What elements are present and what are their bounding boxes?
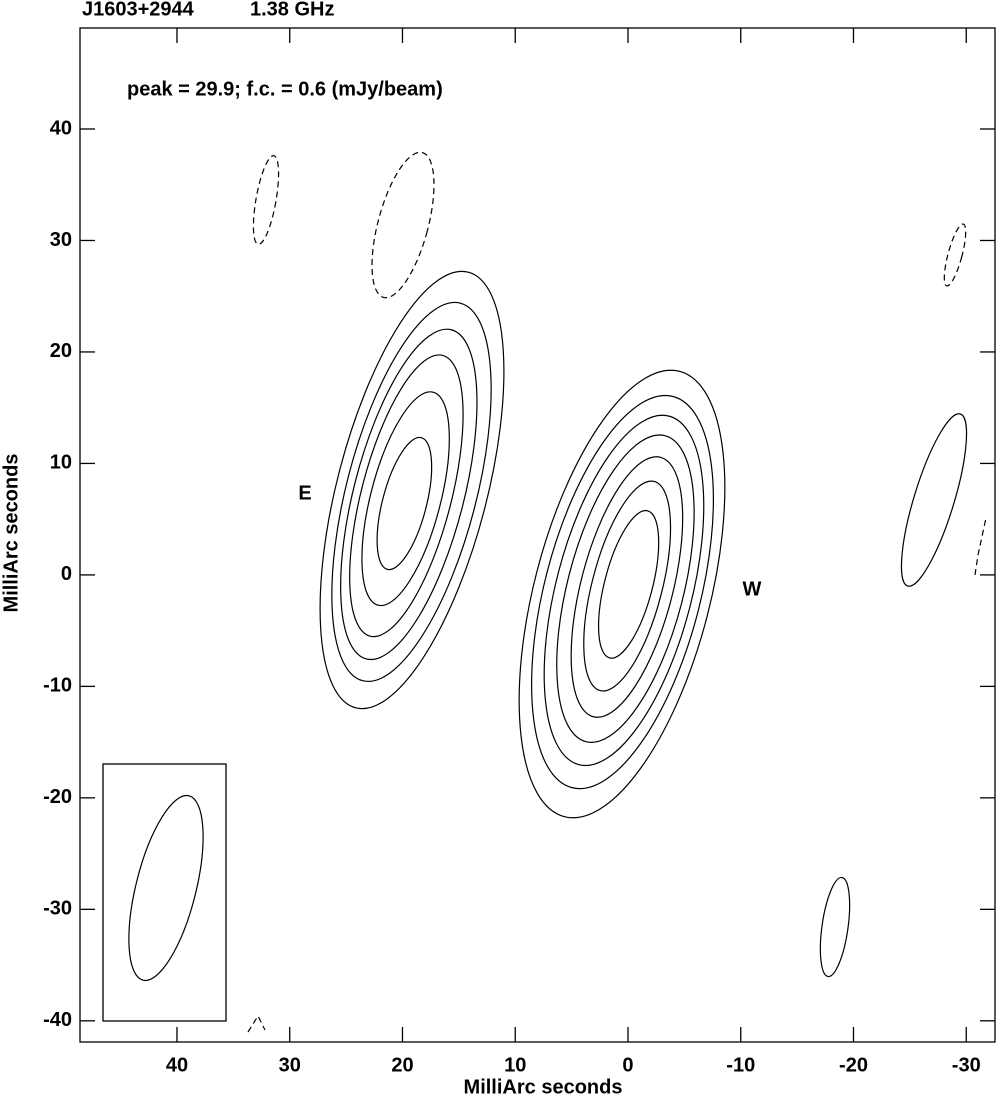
chart-title: J1603+2944 xyxy=(82,0,195,20)
contour xyxy=(518,369,726,819)
y-tick-label: -20 xyxy=(43,786,72,808)
contour xyxy=(543,414,705,767)
contour xyxy=(556,434,695,743)
annotation: peak = 29.9; f.c. = 0.6 (mJy/beam) xyxy=(127,78,443,100)
beam-box xyxy=(102,763,227,1022)
x-tick-label: 30 xyxy=(279,1054,301,1076)
plot-frame xyxy=(79,27,996,1043)
contour xyxy=(331,301,492,683)
contour xyxy=(376,436,433,571)
y-tick-label: -40 xyxy=(43,1009,72,1031)
contour-negative xyxy=(974,517,987,576)
y-tick-label: -10 xyxy=(43,675,72,697)
contour xyxy=(819,876,851,978)
y-axis-label: MilliArc seconds xyxy=(0,454,22,613)
component-label: W xyxy=(743,578,762,600)
contour xyxy=(597,509,660,659)
contour xyxy=(349,354,464,638)
contours xyxy=(247,151,987,1033)
x-tick-label: -10 xyxy=(726,1054,755,1076)
x-tick-label: 20 xyxy=(391,1054,413,1076)
x-tick-label: 0 xyxy=(622,1054,633,1076)
x-tick-label: -20 xyxy=(839,1054,868,1076)
contour xyxy=(361,391,450,607)
y-tick-label: -30 xyxy=(43,898,72,920)
x-tick-label: -30 xyxy=(952,1054,981,1076)
contour-negative xyxy=(943,223,967,287)
contour xyxy=(900,413,968,587)
x-axis-label: MilliArc seconds xyxy=(464,1076,623,1098)
chart-subtitle: 1.38 GHz xyxy=(250,0,334,20)
y-tick-label: 10 xyxy=(50,452,72,474)
x-tick-label: 10 xyxy=(504,1054,526,1076)
component-e xyxy=(319,270,505,710)
contour xyxy=(340,328,478,661)
x-tick-label: 40 xyxy=(166,1054,188,1076)
contour-negative xyxy=(252,155,280,245)
contour xyxy=(570,456,684,718)
y-tick-label: 40 xyxy=(50,117,72,139)
beam xyxy=(102,763,227,1022)
contour xyxy=(531,394,714,790)
y-tick-label: 20 xyxy=(50,340,72,362)
contour xyxy=(319,270,505,710)
contour xyxy=(583,480,672,692)
component-w xyxy=(518,369,726,819)
y-tick-label: 0 xyxy=(61,563,72,585)
contour-negative xyxy=(247,1014,266,1033)
contour-negative xyxy=(371,151,435,299)
y-tick-label: 30 xyxy=(50,229,72,251)
component-label: E xyxy=(298,482,311,504)
beam-ellipse xyxy=(128,794,204,982)
